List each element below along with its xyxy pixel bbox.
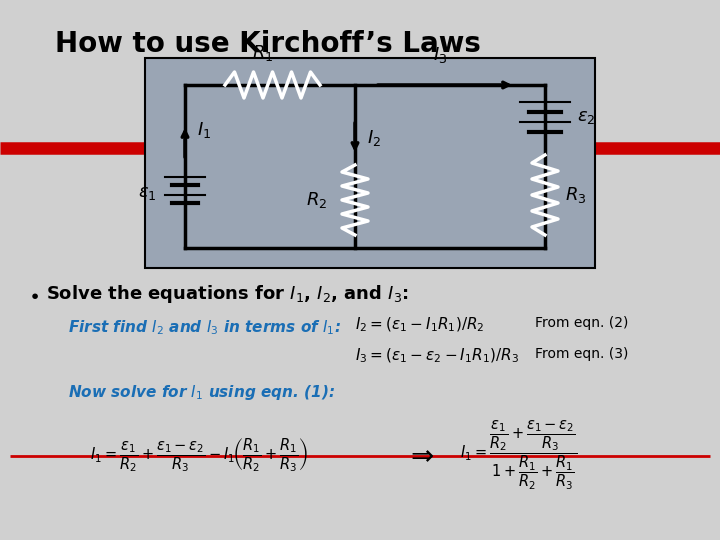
Text: $\varepsilon_1$: $\varepsilon_1$ <box>138 184 157 202</box>
Text: $I_2$: $I_2$ <box>367 128 381 148</box>
Text: $I_3$: $I_3$ <box>433 45 447 65</box>
Text: $I_1$: $I_1$ <box>197 120 211 140</box>
Text: $R_2$: $R_2$ <box>306 190 327 210</box>
Text: Now solve for $I_1$ using eqn. (1):: Now solve for $I_1$ using eqn. (1): <box>68 383 335 402</box>
Text: From eqn. (2): From eqn. (2) <box>535 316 629 330</box>
Text: How to use Kirchoff’s Laws: How to use Kirchoff’s Laws <box>55 30 481 58</box>
Text: $\bullet$: $\bullet$ <box>28 285 39 304</box>
Text: First find $I_2$ and $I_3$ in terms of $I_1$:: First find $I_2$ and $I_3$ in terms of $… <box>68 318 341 337</box>
Text: $I_1 = \dfrac{\varepsilon_1}{R_2} + \dfrac{\varepsilon_1 - \varepsilon_2}{R_3} -: $I_1 = \dfrac{\varepsilon_1}{R_2} + \dfr… <box>90 436 308 474</box>
Text: From eqn. (3): From eqn. (3) <box>535 347 629 361</box>
Text: $I_3 = (\varepsilon_1 - \varepsilon_2 - I_1R_1)/R_3$: $I_3 = (\varepsilon_1 - \varepsilon_2 - … <box>355 347 519 366</box>
Bar <box>145 58 595 268</box>
Text: $\varepsilon_2$: $\varepsilon_2$ <box>577 108 595 126</box>
Text: $R_3$: $R_3$ <box>565 185 587 205</box>
Text: $I_2 = (\varepsilon_1 - I_1R_1)/R_2$: $I_2 = (\varepsilon_1 - I_1R_1)/R_2$ <box>355 316 485 334</box>
Text: $\Rightarrow$: $\Rightarrow$ <box>405 441 435 469</box>
Text: $R_1$: $R_1$ <box>252 43 273 63</box>
Text: $I_1 = \dfrac{\dfrac{\varepsilon_1}{R_2} + \dfrac{\varepsilon_1 - \varepsilon_2}: $I_1 = \dfrac{\dfrac{\varepsilon_1}{R_2}… <box>460 418 577 492</box>
Text: Solve the equations for $I_1$, $I_2$, and $I_3$:: Solve the equations for $I_1$, $I_2$, an… <box>46 283 409 305</box>
